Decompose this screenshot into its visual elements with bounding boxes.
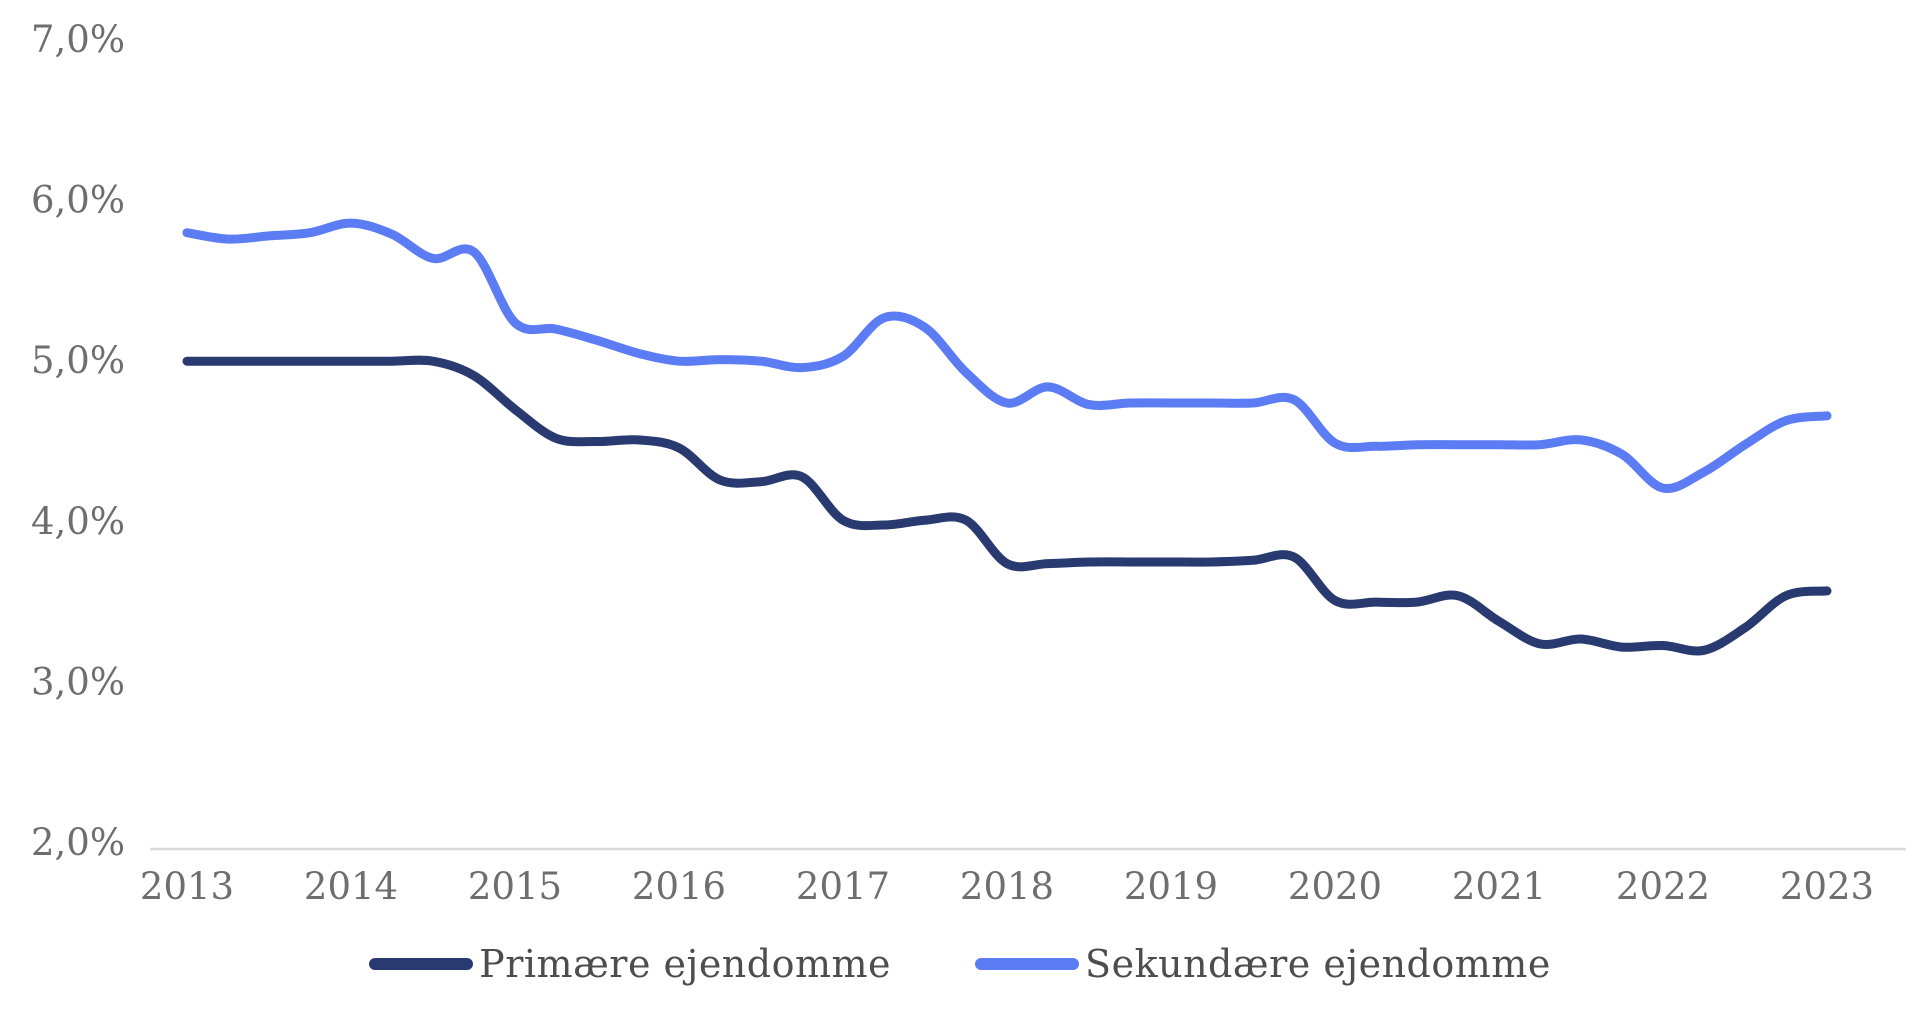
y-axis-tick-label: 2,0% — [31, 821, 125, 864]
y-axis-tick-label: 7,0% — [31, 18, 125, 61]
y-axis-tick-label: 3,0% — [31, 660, 125, 703]
x-axis-tick-label: 2018 — [960, 865, 1054, 908]
legend-label-secondary: Sekundære ejendomme — [1085, 942, 1551, 986]
x-axis-tick-label: 2017 — [796, 865, 890, 908]
x-axis-tick-label: 2023 — [1780, 865, 1874, 908]
legend-swatch-primary-icon — [369, 958, 474, 970]
primary-series-line — [182, 355, 1832, 656]
y-axis-tick-label: 6,0% — [31, 179, 125, 222]
legend-item-primary: Primære ejendomme — [369, 942, 891, 986]
x-axis-tick-label: 2021 — [1452, 865, 1546, 908]
x-axis-tick-label: 2022 — [1616, 865, 1710, 908]
y-axis-tick-label: 5,0% — [31, 339, 125, 382]
x-axis-tick-label: 2014 — [304, 865, 398, 908]
legend: Primære ejendomme Sekundære ejendomme — [0, 942, 1920, 986]
x-axis-tick-label: 2019 — [1124, 865, 1218, 908]
x-axis-tick-label: 2020 — [1288, 865, 1382, 908]
legend-item-secondary: Sekundære ejendomme — [975, 942, 1551, 986]
y-axis-tick-label: 4,0% — [31, 500, 125, 543]
x-axis-tick-label: 2016 — [632, 865, 726, 908]
x-axis-tick-label: 2015 — [468, 865, 562, 908]
secondary-series-line — [182, 218, 1832, 494]
x-axis-tick-label: 2013 — [140, 865, 234, 908]
legend-label-primary: Primære ejendomme — [479, 942, 892, 986]
legend-swatch-secondary-icon — [975, 958, 1080, 970]
